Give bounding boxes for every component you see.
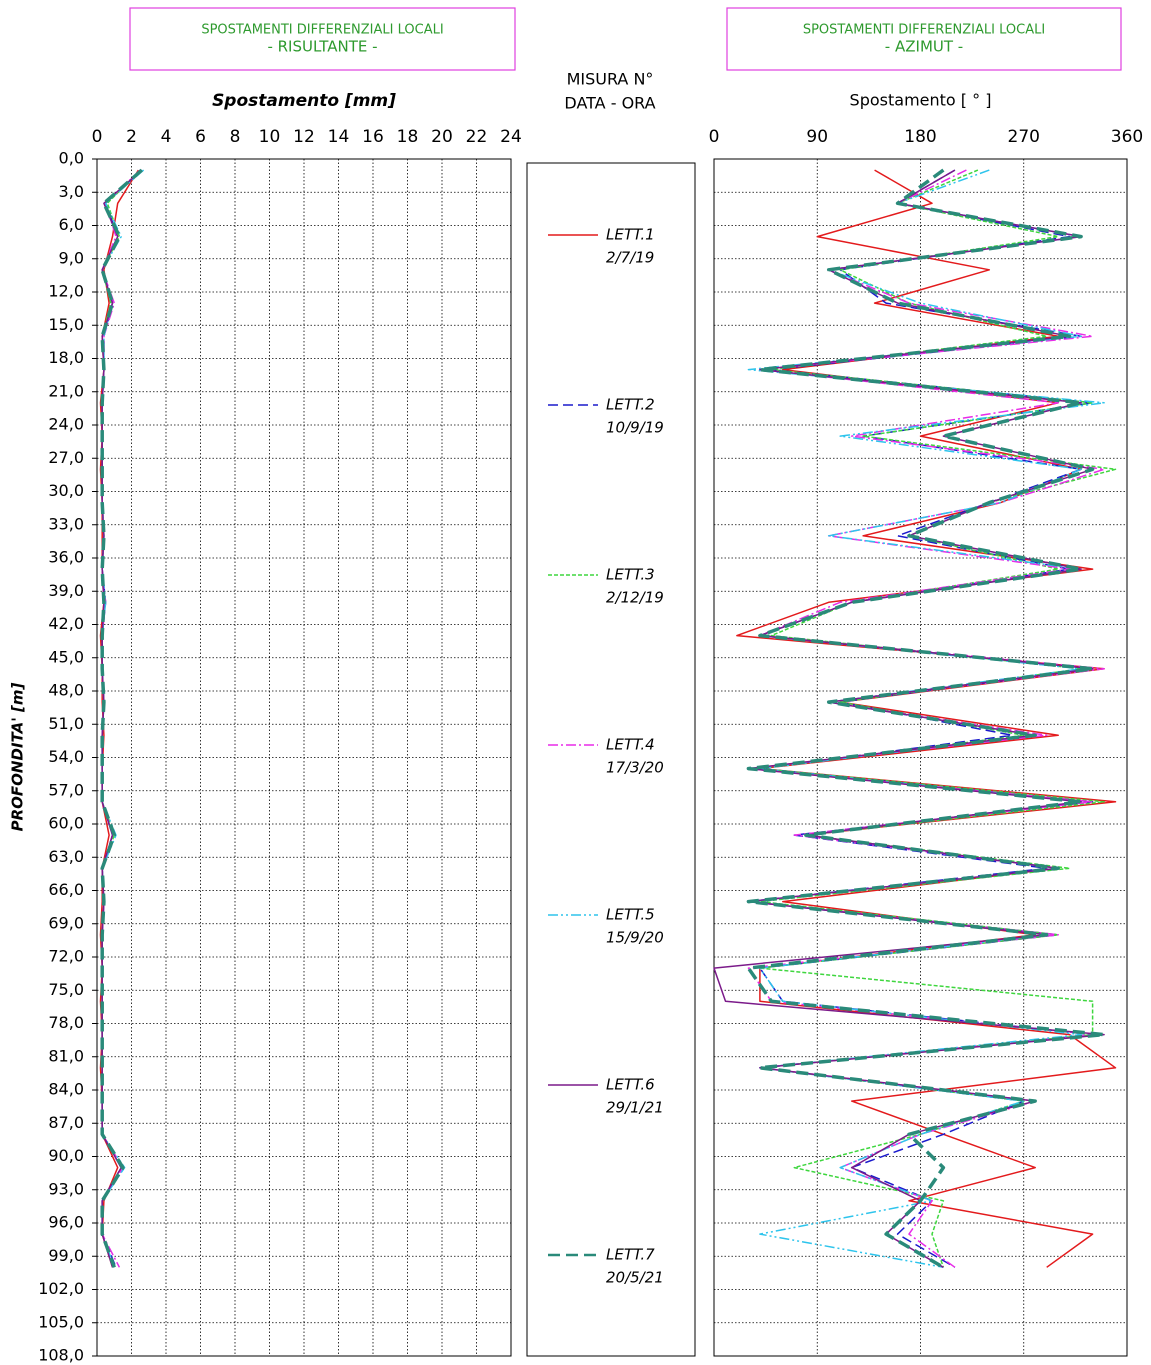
y-tick-label: 72,0: [48, 947, 84, 966]
y-tick-label: 3,0: [59, 182, 84, 201]
y-tick-label: 6,0: [59, 215, 84, 234]
x-tick-label: 6: [195, 127, 206, 147]
x-tick-label: 24: [500, 127, 522, 147]
y-tick-label: 21,0: [48, 381, 84, 400]
x-tick-label: 16: [362, 127, 384, 147]
x-tick-label: 270: [1008, 127, 1040, 147]
y-tick-label: 27,0: [48, 448, 84, 467]
legend-title: DATA - ORA: [564, 94, 655, 113]
y-tick-label: 0,0: [59, 149, 84, 168]
title-box: [129, 7, 516, 71]
title-box: [726, 7, 1122, 71]
y-tick-label: 75,0: [48, 980, 84, 999]
x-axis-label: Spostamento [ ° ]: [850, 91, 992, 110]
x-tick-label: 18: [397, 127, 419, 147]
series-line: [101, 169, 145, 1268]
y-tick-label: 96,0: [48, 1213, 84, 1232]
legend-date: 10/9/19: [606, 419, 664, 437]
legend-title: MISURA N°: [567, 70, 654, 89]
y-tick-label: 63,0: [48, 847, 84, 866]
series-line: [101, 169, 141, 1268]
y-tick-label: 69,0: [48, 913, 84, 932]
y-tick-label: 57,0: [48, 780, 84, 799]
legend-label: LETT.4: [606, 736, 655, 754]
chart-subtitle: - RISULTANTE -: [267, 38, 377, 56]
series-line: [99, 169, 140, 1268]
legend-label: LETT.5: [606, 906, 655, 924]
y-tick-label: 93,0: [48, 1179, 84, 1198]
x-tick-label: 4: [161, 127, 172, 147]
y-tick-label: 15,0: [48, 315, 84, 334]
legend-label: LETT.2: [606, 396, 655, 414]
legend-label: LETT.7: [606, 1246, 655, 1264]
x-tick-label: 180: [904, 127, 936, 147]
x-tick-label: 12: [293, 127, 315, 147]
y-tick-label: 30,0: [48, 481, 84, 500]
series-line: [101, 169, 143, 1268]
y-tick-label: 81,0: [48, 1046, 84, 1065]
x-tick-label: 14: [328, 127, 350, 147]
legend-label: LETT.1: [606, 226, 655, 244]
y-tick-label: 51,0: [48, 714, 84, 733]
y-tick-label: 42,0: [48, 614, 84, 633]
legend-box: [526, 162, 696, 1357]
y-tick-label: 99,0: [48, 1246, 84, 1265]
y-tick-label: 12,0: [48, 282, 84, 301]
chart-title: SPOSTAMENTI DIFFERENZIALI LOCALI: [803, 23, 1045, 38]
y-tick-label: 105,0: [38, 1312, 84, 1331]
y-axis-label: PROFONDITA' [m]: [9, 683, 27, 832]
series-line: [100, 168, 143, 1268]
y-tick-label: 90,0: [48, 1146, 84, 1165]
y-tick-label: 78,0: [48, 1013, 84, 1032]
y-tick-label: 39,0: [48, 581, 84, 600]
legend-date: 29/1/21: [606, 1099, 664, 1117]
y-tick-label: 102,0: [38, 1279, 84, 1298]
legend-date: 17/3/20: [606, 759, 664, 777]
chart-title: SPOSTAMENTI DIFFERENZIALI LOCALI: [201, 23, 443, 38]
y-tick-label: 45,0: [48, 647, 84, 666]
x-tick-label: 0: [709, 127, 720, 147]
x-tick-label: 0: [92, 127, 103, 147]
x-axis-label: Spostamento [mm]: [212, 91, 396, 111]
chart-subtitle: - AZIMUT -: [885, 38, 963, 56]
x-tick-label: 10: [259, 127, 281, 147]
y-tick-label: 87,0: [48, 1113, 84, 1132]
y-tick-label: 24,0: [48, 415, 84, 434]
y-tick-label: 36,0: [48, 548, 84, 567]
legend-date: 20/5/21: [606, 1269, 664, 1287]
y-tick-label: 54,0: [48, 747, 84, 766]
legend-label: LETT.6: [606, 1076, 655, 1094]
x-tick-label: 20: [431, 127, 453, 147]
series-line: [746, 168, 1106, 1269]
y-tick-label: 48,0: [48, 681, 84, 700]
series-line: [101, 169, 143, 1268]
y-tick-label: 108,0: [38, 1346, 84, 1365]
x-tick-label: 22: [466, 127, 488, 147]
y-tick-label: 66,0: [48, 880, 84, 899]
y-tick-label: 33,0: [48, 514, 84, 533]
y-tick-label: 60,0: [48, 814, 84, 833]
plot-frame: [96, 158, 512, 1357]
x-tick-label: 2: [126, 127, 137, 147]
legend-label: LETT.3: [606, 566, 655, 584]
y-tick-label: 9,0: [59, 248, 84, 267]
plot-frame: [713, 158, 1128, 1357]
legend-date: 15/9/20: [606, 929, 664, 947]
x-tick-label: 360: [1111, 127, 1143, 147]
legend-date: 2/7/19: [606, 249, 654, 267]
x-tick-label: 8: [230, 127, 241, 147]
legend-date: 2/12/19: [606, 589, 664, 607]
x-tick-label: 90: [806, 127, 828, 147]
y-tick-label: 84,0: [48, 1080, 84, 1099]
series-line: [101, 169, 141, 1268]
y-tick-label: 18,0: [48, 348, 84, 367]
